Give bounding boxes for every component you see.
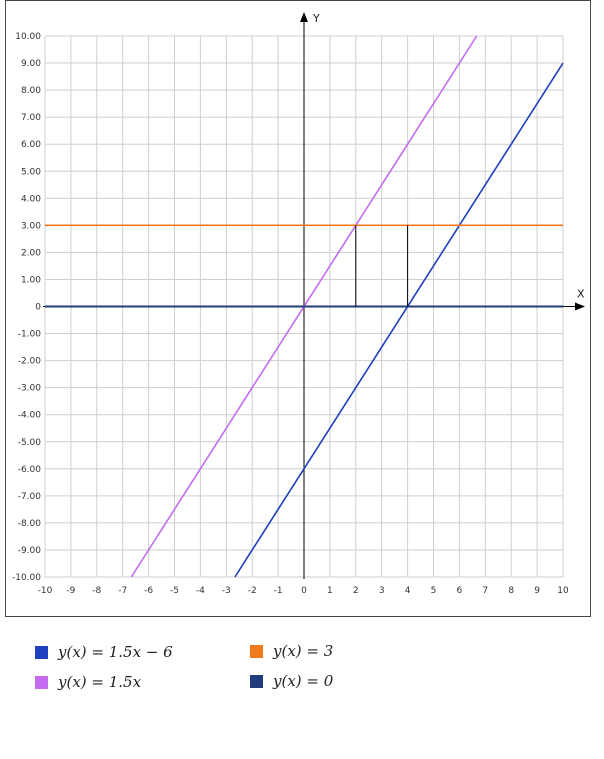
x-tick-label: 1 bbox=[327, 586, 333, 596]
x-tick-label: 10 bbox=[557, 586, 569, 596]
y-tick-label: 7.00 bbox=[21, 113, 41, 123]
x-tick-label: 0 bbox=[301, 586, 307, 596]
legend-item-3: y(x) = 1.5x bbox=[35, 671, 141, 693]
y-axis-label: Y bbox=[312, 12, 320, 25]
legend-swatch bbox=[250, 674, 263, 688]
y-tick-label: -6.00 bbox=[18, 465, 42, 475]
y-tick-label: 4.00 bbox=[21, 194, 41, 204]
y-tick-label: -5.00 bbox=[18, 438, 42, 448]
y-tick-label: -4.00 bbox=[18, 411, 42, 421]
annotations bbox=[355, 225, 409, 307]
series-group bbox=[45, 35, 564, 578]
x-tick-label: -8 bbox=[92, 586, 101, 596]
x-tick-label: -2 bbox=[248, 586, 257, 596]
legend-label: y(x) = 1.5x bbox=[58, 673, 142, 691]
x-tick-label: -9 bbox=[66, 586, 75, 596]
axes bbox=[43, 12, 585, 579]
legend-swatch bbox=[35, 675, 48, 689]
x-tick-label: -10 bbox=[38, 586, 53, 596]
y-tick-label: -10.00 bbox=[12, 573, 41, 583]
function-plot: -10 -9 -8 -7 -6 -5 -4 -3 -2 -1 0 1 2 3 4 5 6 7 8 9 1010.009.… bbox=[12, 12, 585, 596]
x-tick-label: 7 bbox=[482, 586, 488, 596]
x-axis-label: X bbox=[577, 288, 585, 301]
legend-swatch bbox=[35, 645, 48, 659]
y-tick-label: 2.00 bbox=[21, 248, 41, 258]
y-tick-label: 10.00 bbox=[15, 32, 41, 42]
legend-item-2: y(x) = 3 bbox=[250, 640, 333, 662]
chart-frame: -10 -9 -8 -7 -6 -5 -4 -3 -2 -1 0 1 2 3 4 5 6 7 8 9 10 10.00 9.… bbox=[5, 0, 591, 617]
x-tick-label: 3 bbox=[379, 586, 385, 596]
x-tick-label: -3 bbox=[222, 586, 231, 596]
y-tick-label: -7.00 bbox=[18, 492, 42, 502]
y-tick-label: -2.00 bbox=[18, 357, 42, 367]
legend-label: y(x) = 3 bbox=[273, 642, 334, 660]
tick-labels: -10 -9 -8 -7 -6 -5 -4 -3 -2 -1 0 1 2 3 4 5 6 7 8 9 1010.009.… bbox=[12, 32, 569, 596]
y-tick-label: 0 bbox=[35, 303, 41, 313]
x-tick-label: -7 bbox=[118, 586, 127, 596]
y-tick-label: -3.00 bbox=[18, 384, 42, 394]
x-tick-label: -1 bbox=[274, 586, 283, 596]
y-axis-arrow bbox=[300, 12, 308, 22]
x-axis-arrow bbox=[575, 302, 585, 311]
x-tick-label: 9 bbox=[534, 586, 540, 596]
y-tick-label: -9.00 bbox=[18, 546, 42, 556]
y-tick-label: 3.00 bbox=[21, 221, 41, 231]
legend-item-1: y(x) = 1.5x − 6 bbox=[35, 641, 173, 663]
x-tick-label: 2 bbox=[353, 586, 359, 596]
y-tick-label: -8.00 bbox=[18, 519, 42, 529]
y-tick-label: 5.00 bbox=[21, 167, 41, 177]
y-tick-label: 1.00 bbox=[21, 275, 41, 285]
x-tick-label: 6 bbox=[457, 586, 463, 596]
x-tick-label: -6 bbox=[144, 586, 153, 596]
x-tick-label: -5 bbox=[170, 586, 179, 596]
legend-label: y(x) = 0 bbox=[273, 672, 334, 690]
y-tick-label: 8.00 bbox=[21, 86, 41, 96]
legend-item-4: y(x) = 0 bbox=[250, 670, 333, 692]
legend-label: y(x) = 1.5x − 6 bbox=[58, 643, 173, 661]
x-tick-label: 4 bbox=[405, 586, 411, 596]
y-tick-label: -1.00 bbox=[18, 330, 42, 340]
x-tick-label: 5 bbox=[431, 586, 437, 596]
y-tick-label: 9.00 bbox=[21, 59, 41, 69]
legend-swatch bbox=[250, 644, 263, 658]
series-line-1 bbox=[234, 62, 564, 578]
y-tick-label: 6.00 bbox=[21, 140, 41, 150]
x-tick-label: 8 bbox=[508, 586, 514, 596]
x-tick-label: -4 bbox=[196, 586, 205, 596]
